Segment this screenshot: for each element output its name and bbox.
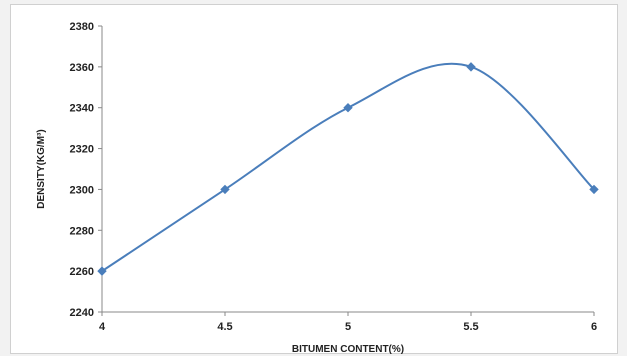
y-tick-label: 2340	[70, 103, 94, 115]
y-tick-label: 2260	[70, 266, 94, 278]
y-tick-label: 2360	[70, 62, 94, 74]
data-point-marker	[343, 103, 353, 113]
y-axis-title: DENSITY(KG/M³)	[36, 129, 47, 208]
x-tick-labels: 4 4.5 5 5.5 6	[99, 321, 597, 333]
chart-axes	[98, 25, 595, 316]
y-tick-label: 2280	[70, 225, 94, 237]
data-point-marker	[97, 266, 107, 276]
chart-frame	[10, 4, 618, 354]
x-tick-label: 5.5	[463, 321, 478, 333]
x-tick-label: 4	[99, 321, 106, 333]
data-point-marker	[589, 184, 599, 195]
y-tick-label: 2320	[70, 144, 94, 156]
data-point-marker	[466, 62, 476, 72]
x-tick-label: 5	[345, 321, 351, 333]
y-tick-label: 2300	[70, 184, 94, 196]
y-tick-label: 2240	[70, 307, 94, 319]
series-layer	[97, 62, 599, 276]
x-tick-label: 6	[591, 321, 597, 333]
series-line	[101, 62, 595, 272]
x-axis-title: BITUMEN CONTENT(%)	[292, 344, 404, 355]
data-point-marker	[220, 184, 230, 195]
x-tick-label: 4.5	[217, 321, 232, 333]
y-tick-label: 2380	[70, 21, 94, 33]
y-tick-labels: 2240 2260 2280 2300 2320 2340 2360 2380	[70, 21, 94, 319]
